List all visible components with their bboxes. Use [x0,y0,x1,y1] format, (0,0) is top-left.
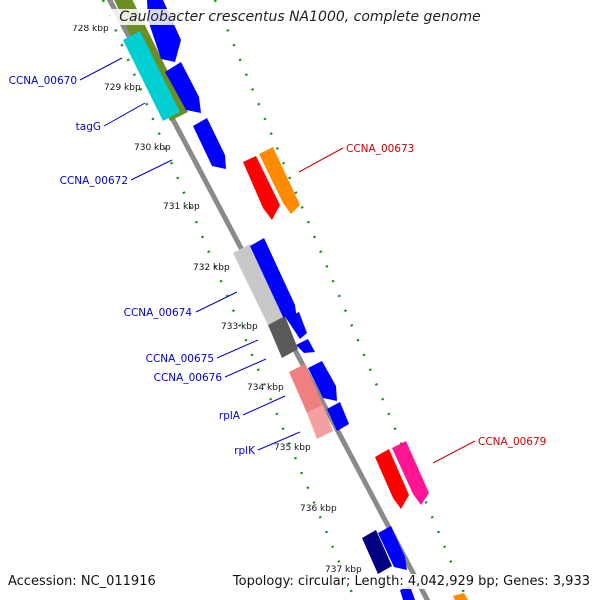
map-title: Caulobacter crescentus NA1000, complete … [0,9,600,25]
gene-label-ccna-00674: CCNA_00674 [124,307,193,319]
genome-summary-text: Topology: circular; Length: 4,042,929 bp… [232,574,590,589]
kbp-tick-734: 734 kbp [247,383,284,393]
leader-rpla [242,395,286,416]
leader-ccna-00676 [224,358,267,378]
gene-label-ccna-00676: CCNA_00676 [154,372,223,384]
gene-blue-5 [286,312,307,339]
gene-red-1 [243,156,280,220]
gene-lightgray-block [233,244,285,325]
gene-label-ccna-00672: CCNA_00672 [60,175,128,187]
kbp-tick-737: 737 kbp [325,565,362,575]
kbp-tick-735: 735 kbp [274,443,311,453]
gene-pink-block-1 [289,364,323,413]
gene-label-ccna-00679: CCNA_00679 [478,436,546,448]
leader-ccna-00674 [195,291,238,313]
gene-cyan-block [123,31,180,121]
gene-blue-10 [400,586,415,600]
gene-orange-2 [453,593,468,600]
leader-rplk [257,431,301,451]
leader-ccna-00673 [298,147,344,173]
gene-orange-1 [259,147,300,214]
kbp-tick-736: 736 kbp [300,504,337,514]
leader-ccna-00675 [216,339,259,359]
gene-blue-8 [327,402,349,431]
gene-blue-2 [165,62,201,113]
leader-ccna-00679 [432,440,476,464]
kbp-tick-731: 731 kbp [163,202,200,212]
leader-ccna-00672 [130,159,173,181]
kbp-tick-730: 730 kbp [134,143,171,153]
gene-label-ccna-00673: CCNA_00673 [346,143,414,155]
gene-pink-block-2 [307,405,333,439]
outer-tick-ring [213,0,469,600]
accession-text: Accession: NC_011916 [8,574,156,589]
gene-label-tagg: tagG [76,121,101,133]
leader-tagg [103,102,146,127]
gene-blue-7 [308,361,337,401]
kbp-tick-728: 728 kbp [72,24,109,34]
gene-red-2 [375,449,409,509]
kbp-tick-733: 733 kbp [221,322,258,332]
gene-blue-9 [378,526,407,570]
gene-blue-6 [296,339,315,353]
gene-blue-4 [250,238,297,320]
kbp-tick-732: 732 kbp [193,263,230,273]
gene-label-ccna-00670: CCNA_00670 [9,75,77,87]
leader-ccna-00670 [79,57,123,81]
gene-label-rpla: rplA [219,410,241,422]
gene-magenta-1 [392,441,429,505]
gene-label-ccna-00675: CCNA_00675 [146,353,214,365]
gene-darkgray-block [268,316,298,358]
kbp-tick-729: 729 kbp [104,83,141,93]
gene-label-rplk: rplK [234,445,256,457]
gene-blue-3 [193,118,226,169]
gene-navy-1 [362,530,392,574]
